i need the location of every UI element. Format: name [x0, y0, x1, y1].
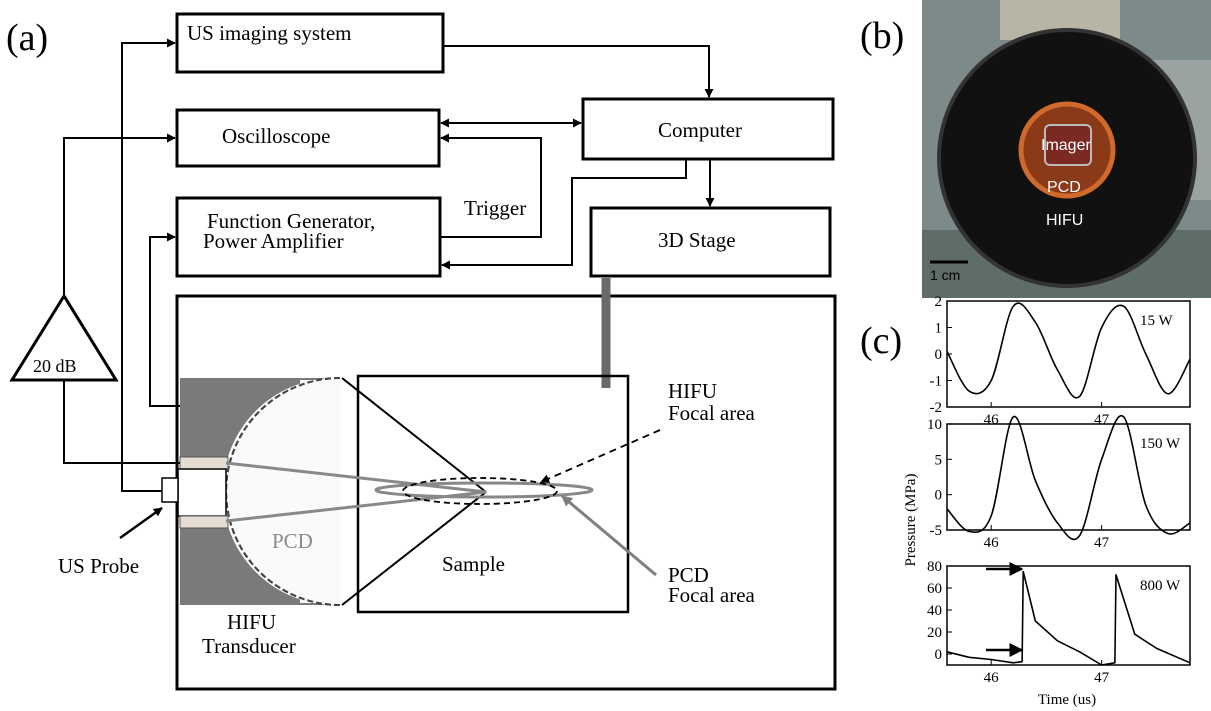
wire-trigger: [440, 133, 542, 238]
computer-label: Computer: [658, 118, 742, 142]
panel-a: (a) US imaging system Oscilloscope Compu…: [6, 12, 837, 691]
photo-scale-label: 1 cm: [930, 267, 960, 283]
x-tick-label: 46: [984, 670, 1000, 686]
y-tick-label: 5: [935, 452, 943, 468]
y-tick-label: 1: [935, 321, 943, 337]
y-tick-label: 20: [927, 625, 942, 641]
y-tick-label: 40: [927, 603, 942, 619]
pcd-beam-top: [225, 461, 487, 494]
stage-label: 3D Stage: [658, 228, 736, 252]
wire-amp-to-oscilloscope: [63, 133, 176, 296]
hifu-focal-area: [402, 477, 558, 505]
plot-frame: [946, 423, 1191, 531]
hifu-transducer-label-1: HIFU: [227, 610, 276, 634]
trigger-label: Trigger: [464, 196, 526, 220]
sample-box: [356, 374, 630, 614]
y-tick-label: 80: [927, 559, 942, 575]
hifu-focal-arrow: [540, 429, 661, 483]
wire-transducer-to-funcgen: [149, 232, 180, 407]
hifu-focal-label-1: HIFU: [668, 379, 717, 403]
photo-pcd-label: PCD: [1047, 179, 1081, 196]
hifu-beam-bottom: [341, 491, 487, 606]
y-tick-label: 0: [935, 488, 943, 504]
pcd-focal-label-1: PCD: [668, 563, 709, 587]
funcgen-label-2: Power Amplifier: [203, 229, 344, 253]
photo-imager: [1044, 124, 1092, 166]
y-tick-label: -1: [930, 374, 943, 390]
us-probe-window: [177, 468, 227, 517]
pressure-trace-2: [946, 414, 1191, 541]
pcd-label: PCD: [272, 529, 313, 553]
us-probe-tip: [161, 477, 179, 503]
y-tick-label: 10: [927, 417, 942, 433]
wire-pcd-to-amp: [63, 380, 180, 464]
pressure-trace-1: [946, 302, 1191, 399]
photo-hifu-label: HIFU: [1046, 212, 1083, 229]
photo-imager-label: Imager: [1041, 137, 1091, 154]
amplifier-label: 20 dB: [33, 356, 77, 376]
series-label: 800 W: [1140, 578, 1181, 594]
series-label: 150 W: [1140, 436, 1181, 452]
wire-computer-to-funcgen: [441, 159, 687, 270]
x-tick-label: 47: [1094, 412, 1110, 428]
us-probe-label: US Probe: [58, 554, 139, 578]
y-tick-label: 0: [935, 647, 943, 663]
pcd-window-top: [179, 456, 229, 470]
computer-box: [581, 97, 835, 161]
y-tick-label: 2: [935, 294, 943, 310]
us-imaging-box: [175, 12, 445, 74]
panel-label-b: (b): [860, 15, 904, 57]
hifu-beam-top: [341, 377, 487, 493]
hifu-transducer-label-2: Transducer: [202, 634, 296, 658]
y-tick-label: -5: [930, 523, 943, 539]
pressure-axis-label: Pressure (MPa): [903, 474, 919, 567]
stage-box: [589, 206, 832, 278]
x-tick-label: 46: [984, 412, 1000, 428]
photo-transducer-rim: [937, 28, 1197, 288]
sample-label: Sample: [442, 552, 505, 576]
wire-probe-to-imaging: [121, 38, 176, 492]
funcgen-label-1: Function Generator,: [207, 209, 375, 233]
panel-b: (b) Imager PCD HIFU 1 cm: [860, 0, 1211, 298]
x-tick-label: 47: [1094, 670, 1110, 686]
hifu-focal-label-2: Focal area: [668, 401, 756, 425]
wire-imaging-to-computer: [443, 45, 714, 98]
y-tick-label: -2: [930, 400, 943, 416]
us-imaging-label: US imaging system: [187, 21, 352, 45]
x-tick-label: 47: [1094, 535, 1110, 551]
us-probe-arrow: [119, 506, 163, 540]
series-label: 15 W: [1140, 313, 1173, 329]
pcd-window-bottom: [179, 515, 229, 529]
oscilloscope-box: [175, 108, 441, 168]
time-axis-label: Time (us): [1038, 692, 1096, 708]
panel-label-c: (c): [860, 320, 902, 362]
pcd-focal-arrow: [561, 494, 657, 577]
plot-frame: [946, 565, 1191, 666]
pcd-focal-label-2: Focal area: [668, 583, 756, 607]
y-tick-label: 0: [935, 347, 943, 363]
pcd-focal-area: [374, 481, 594, 499]
x-tick-label: 46: [984, 535, 1000, 551]
pressure-trace-3: [946, 570, 1191, 666]
hifu-bowl-fill: [300, 380, 340, 603]
panel-label-a: (a): [6, 17, 48, 59]
wiring: [63, 38, 715, 492]
oscilloscope-label: Oscilloscope: [222, 124, 330, 148]
transducer-photo: Imager PCD HIFU 1 cm: [922, 0, 1211, 298]
y-tick-label: 60: [927, 581, 942, 597]
